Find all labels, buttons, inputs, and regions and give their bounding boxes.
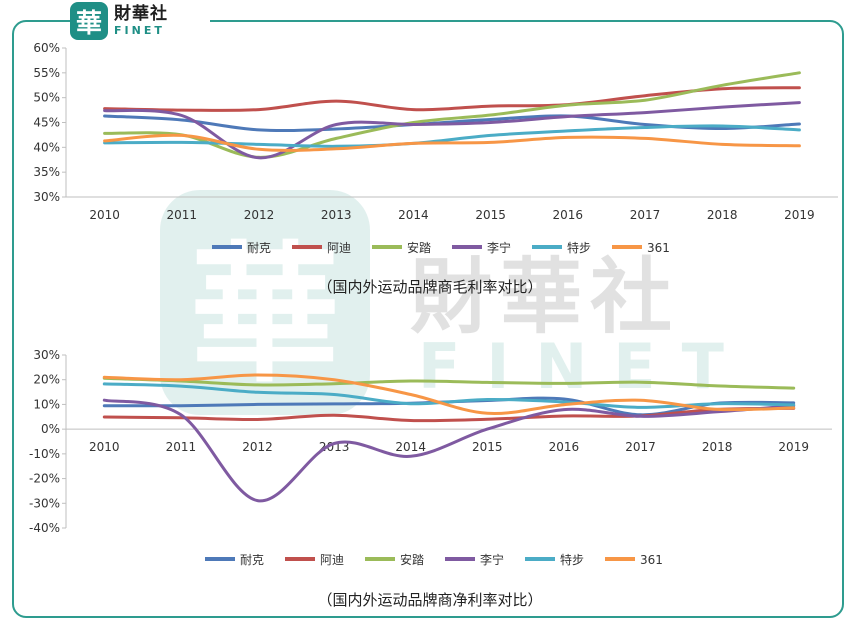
x-tick-label: 2011 <box>167 208 198 222</box>
net-margin-chart: -40% -30% -20% -10% 0% 10% 20% 30% 2010 2011 2012 2… <box>29 348 832 567</box>
y-tick-label: 45% <box>33 116 60 130</box>
x-tick-label: 2014 <box>398 208 429 222</box>
x-tick-label: 2015 <box>475 208 506 222</box>
legend-label-1: 阿迪 <box>327 241 351 255</box>
gross-margin-caption: （国内外运动品牌商毛利率对比） <box>317 278 543 296</box>
x-tick-label: 2016 <box>553 208 584 222</box>
gross-margin-chart: 30% 35% 40% 45% 50% 55% 60% 2010 2011 2012 2013 201… <box>33 41 838 255</box>
x-tick-label: 2012 <box>242 440 273 454</box>
legend-label-5: 361 <box>647 241 670 255</box>
y-tick-label: -40% <box>29 521 60 535</box>
legend-label-5: 361 <box>640 553 663 567</box>
x-tick-label: 2018 <box>702 440 733 454</box>
y-tick-label: 35% <box>33 165 60 179</box>
legend-label-3: 李宁 <box>487 240 511 255</box>
y-tick-label: -30% <box>29 496 60 510</box>
series-line-3 <box>102 398 796 503</box>
y-tick-label: 10% <box>33 397 60 411</box>
y-tick-label: 20% <box>33 373 60 387</box>
x-tick-label: 2010 <box>89 440 120 454</box>
y-tick-label: 30% <box>33 348 60 362</box>
x-tick-label: 2013 <box>321 208 352 222</box>
series-line-3 <box>103 101 801 160</box>
y-tick-label: 55% <box>33 66 60 80</box>
legend-label-3: 李宁 <box>480 552 504 567</box>
y-tick-label: 40% <box>33 140 60 154</box>
series-line-5 <box>102 373 796 416</box>
logo-en: FINET <box>114 24 165 37</box>
x-tick-label: 2015 <box>472 440 503 454</box>
net-margin-caption: （国内外运动品牌商净利率对比） <box>317 591 543 609</box>
legend-label-0: 耐克 <box>247 241 271 255</box>
series-line-2 <box>103 71 801 159</box>
x-tick-label: 2011 <box>166 440 197 454</box>
legend-label-2: 安踏 <box>400 552 424 567</box>
x-tick-label: 2010 <box>89 208 120 222</box>
x-tick-label: 2019 <box>778 440 809 454</box>
report-frame <box>12 20 844 618</box>
legend-label-0: 耐克 <box>240 553 264 567</box>
y-tick-label: 60% <box>33 41 60 55</box>
y-tick-label: 50% <box>33 91 60 105</box>
x-tick-label: 2014 <box>395 440 426 454</box>
x-tick-label: 2017 <box>630 208 661 222</box>
series-line-2 <box>102 376 796 390</box>
y-tick-label: 30% <box>33 190 60 204</box>
x-tick-label: 2017 <box>625 440 656 454</box>
series-line-5 <box>103 133 801 152</box>
x-tick-label: 2018 <box>707 208 738 222</box>
logo-cn: 財華社 <box>114 4 168 24</box>
legend-label-4: 特步 <box>560 552 584 567</box>
y-tick-label: -10% <box>29 447 60 461</box>
legend-label-4: 特步 <box>567 240 591 255</box>
finet-logo: 華 財華社 FINET <box>70 0 210 42</box>
y-tick-label: 0% <box>41 422 60 436</box>
x-tick-label: 2016 <box>549 440 580 454</box>
logo-mark-icon: 華 <box>70 2 108 40</box>
series-line-1 <box>102 406 796 423</box>
legend-label-1: 阿迪 <box>320 553 344 567</box>
x-tick-label: 2012 <box>244 208 275 222</box>
y-tick-label: -20% <box>29 472 60 486</box>
x-tick-label: 2019 <box>784 208 815 222</box>
legend-label-2: 安踏 <box>407 240 431 255</box>
